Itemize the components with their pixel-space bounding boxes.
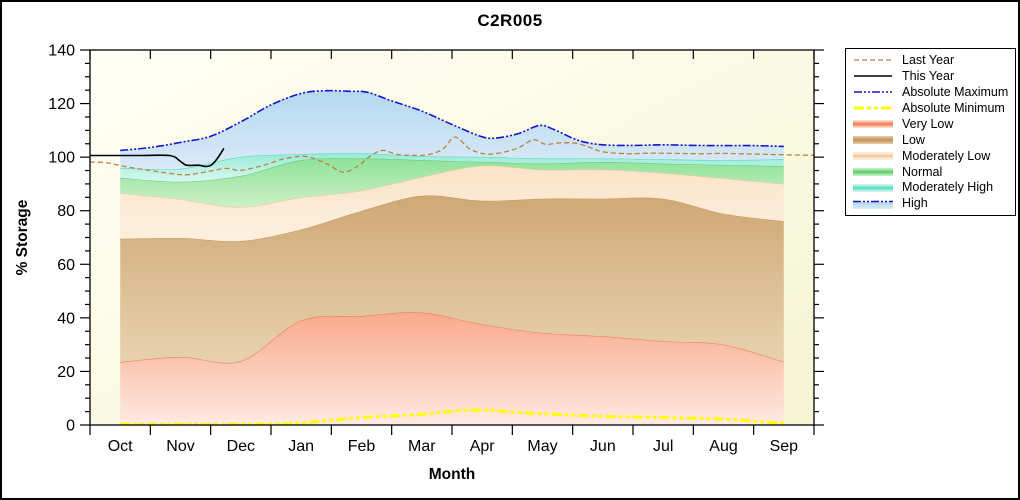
line-absolute-minimum xyxy=(120,408,784,427)
band-high xyxy=(120,90,784,170)
legend-swatch-this-year xyxy=(854,75,892,78)
y-axis-title: % Storage xyxy=(14,199,31,275)
chart-title: C2R005 xyxy=(477,11,543,30)
x-tick-label: Feb xyxy=(348,438,376,455)
y-tick-label: 40 xyxy=(57,310,75,327)
legend-item-this-year: This Year xyxy=(853,69,1013,84)
y-tick-label: 20 xyxy=(57,364,75,381)
x-tick-label: May xyxy=(527,438,557,455)
legend-swatch-moderately-high xyxy=(853,183,893,192)
y-tick-label: 120 xyxy=(48,96,75,113)
legend-swatch-low xyxy=(853,135,893,144)
y-tick-label: 60 xyxy=(57,257,75,274)
legend-item-absolute-maximum: Absolute Maximum xyxy=(853,85,1013,100)
legend-item-label: Absolute Minimum xyxy=(902,100,1005,115)
band-moderately-low xyxy=(120,165,784,242)
y-tick-label: 80 xyxy=(57,203,75,220)
band-moderately-high xyxy=(120,153,784,182)
x-tick-label: Apr xyxy=(470,438,496,455)
x-tick-label: Dec xyxy=(227,438,255,455)
legend-item-high: High xyxy=(853,196,1013,211)
legend-item-label: Moderately High xyxy=(902,180,994,195)
legend-item-label: This Year xyxy=(902,69,955,84)
x-tick-label: Mar xyxy=(408,438,436,455)
legend-item-label: High xyxy=(902,196,928,211)
x-axis-title: Month xyxy=(429,466,475,483)
x-tick-label: Jun xyxy=(590,438,616,455)
legend-item-label: Absolute Maximum xyxy=(902,84,1009,99)
line-absolute-maximum xyxy=(120,89,784,152)
legend-swatch-moderately-low xyxy=(853,151,893,160)
line-this-year xyxy=(89,147,225,168)
x-tick-label: Jul xyxy=(653,438,673,455)
legend-item-label: Moderately Low xyxy=(902,148,991,163)
legend-box: Last Year This Year Absolute Maximum Absolu… xyxy=(845,48,1016,216)
legend-swatch-high xyxy=(853,200,893,209)
band-low xyxy=(120,195,784,363)
x-tick-label: Nov xyxy=(166,438,194,455)
legend-item-label: Low xyxy=(902,132,925,147)
legend-swatch-absolute-maximum xyxy=(854,91,892,93)
legend-item-moderately-high: Moderately High xyxy=(853,180,1013,195)
legend-swatch-very-low xyxy=(853,120,893,129)
y-tick-label: 0 xyxy=(66,418,75,435)
legend-item-normal: Normal xyxy=(853,164,1013,179)
x-tick-label: Sep xyxy=(770,438,799,455)
y-tick-label: 140 xyxy=(48,43,75,60)
legend-item-absolute-minimum: Absolute Minimum xyxy=(853,101,1013,116)
legend-item-label: Very Low xyxy=(902,116,954,131)
x-tick-label: Jan xyxy=(288,438,314,455)
legend-item-label: Last Year xyxy=(902,53,955,68)
legend-item-moderately-low: Moderately Low xyxy=(853,148,1013,163)
legend-swatch-absolute-minimum xyxy=(854,106,892,110)
y-tick-label: 100 xyxy=(48,150,75,167)
legend-item-label: Normal xyxy=(902,164,943,179)
legend-item-low: Low xyxy=(853,132,1013,147)
legend-swatch-last-year xyxy=(854,59,892,62)
x-tick-label: Oct xyxy=(108,438,133,455)
legend-item-last-year: Last Year xyxy=(853,53,1013,68)
x-tick-label: Aug xyxy=(709,438,737,455)
band-very-low xyxy=(120,312,784,425)
line-last-year xyxy=(89,136,815,176)
legend-swatch-normal xyxy=(853,167,893,176)
legend-item-very-low: Very Low xyxy=(853,117,1013,132)
band-normal xyxy=(120,158,784,208)
